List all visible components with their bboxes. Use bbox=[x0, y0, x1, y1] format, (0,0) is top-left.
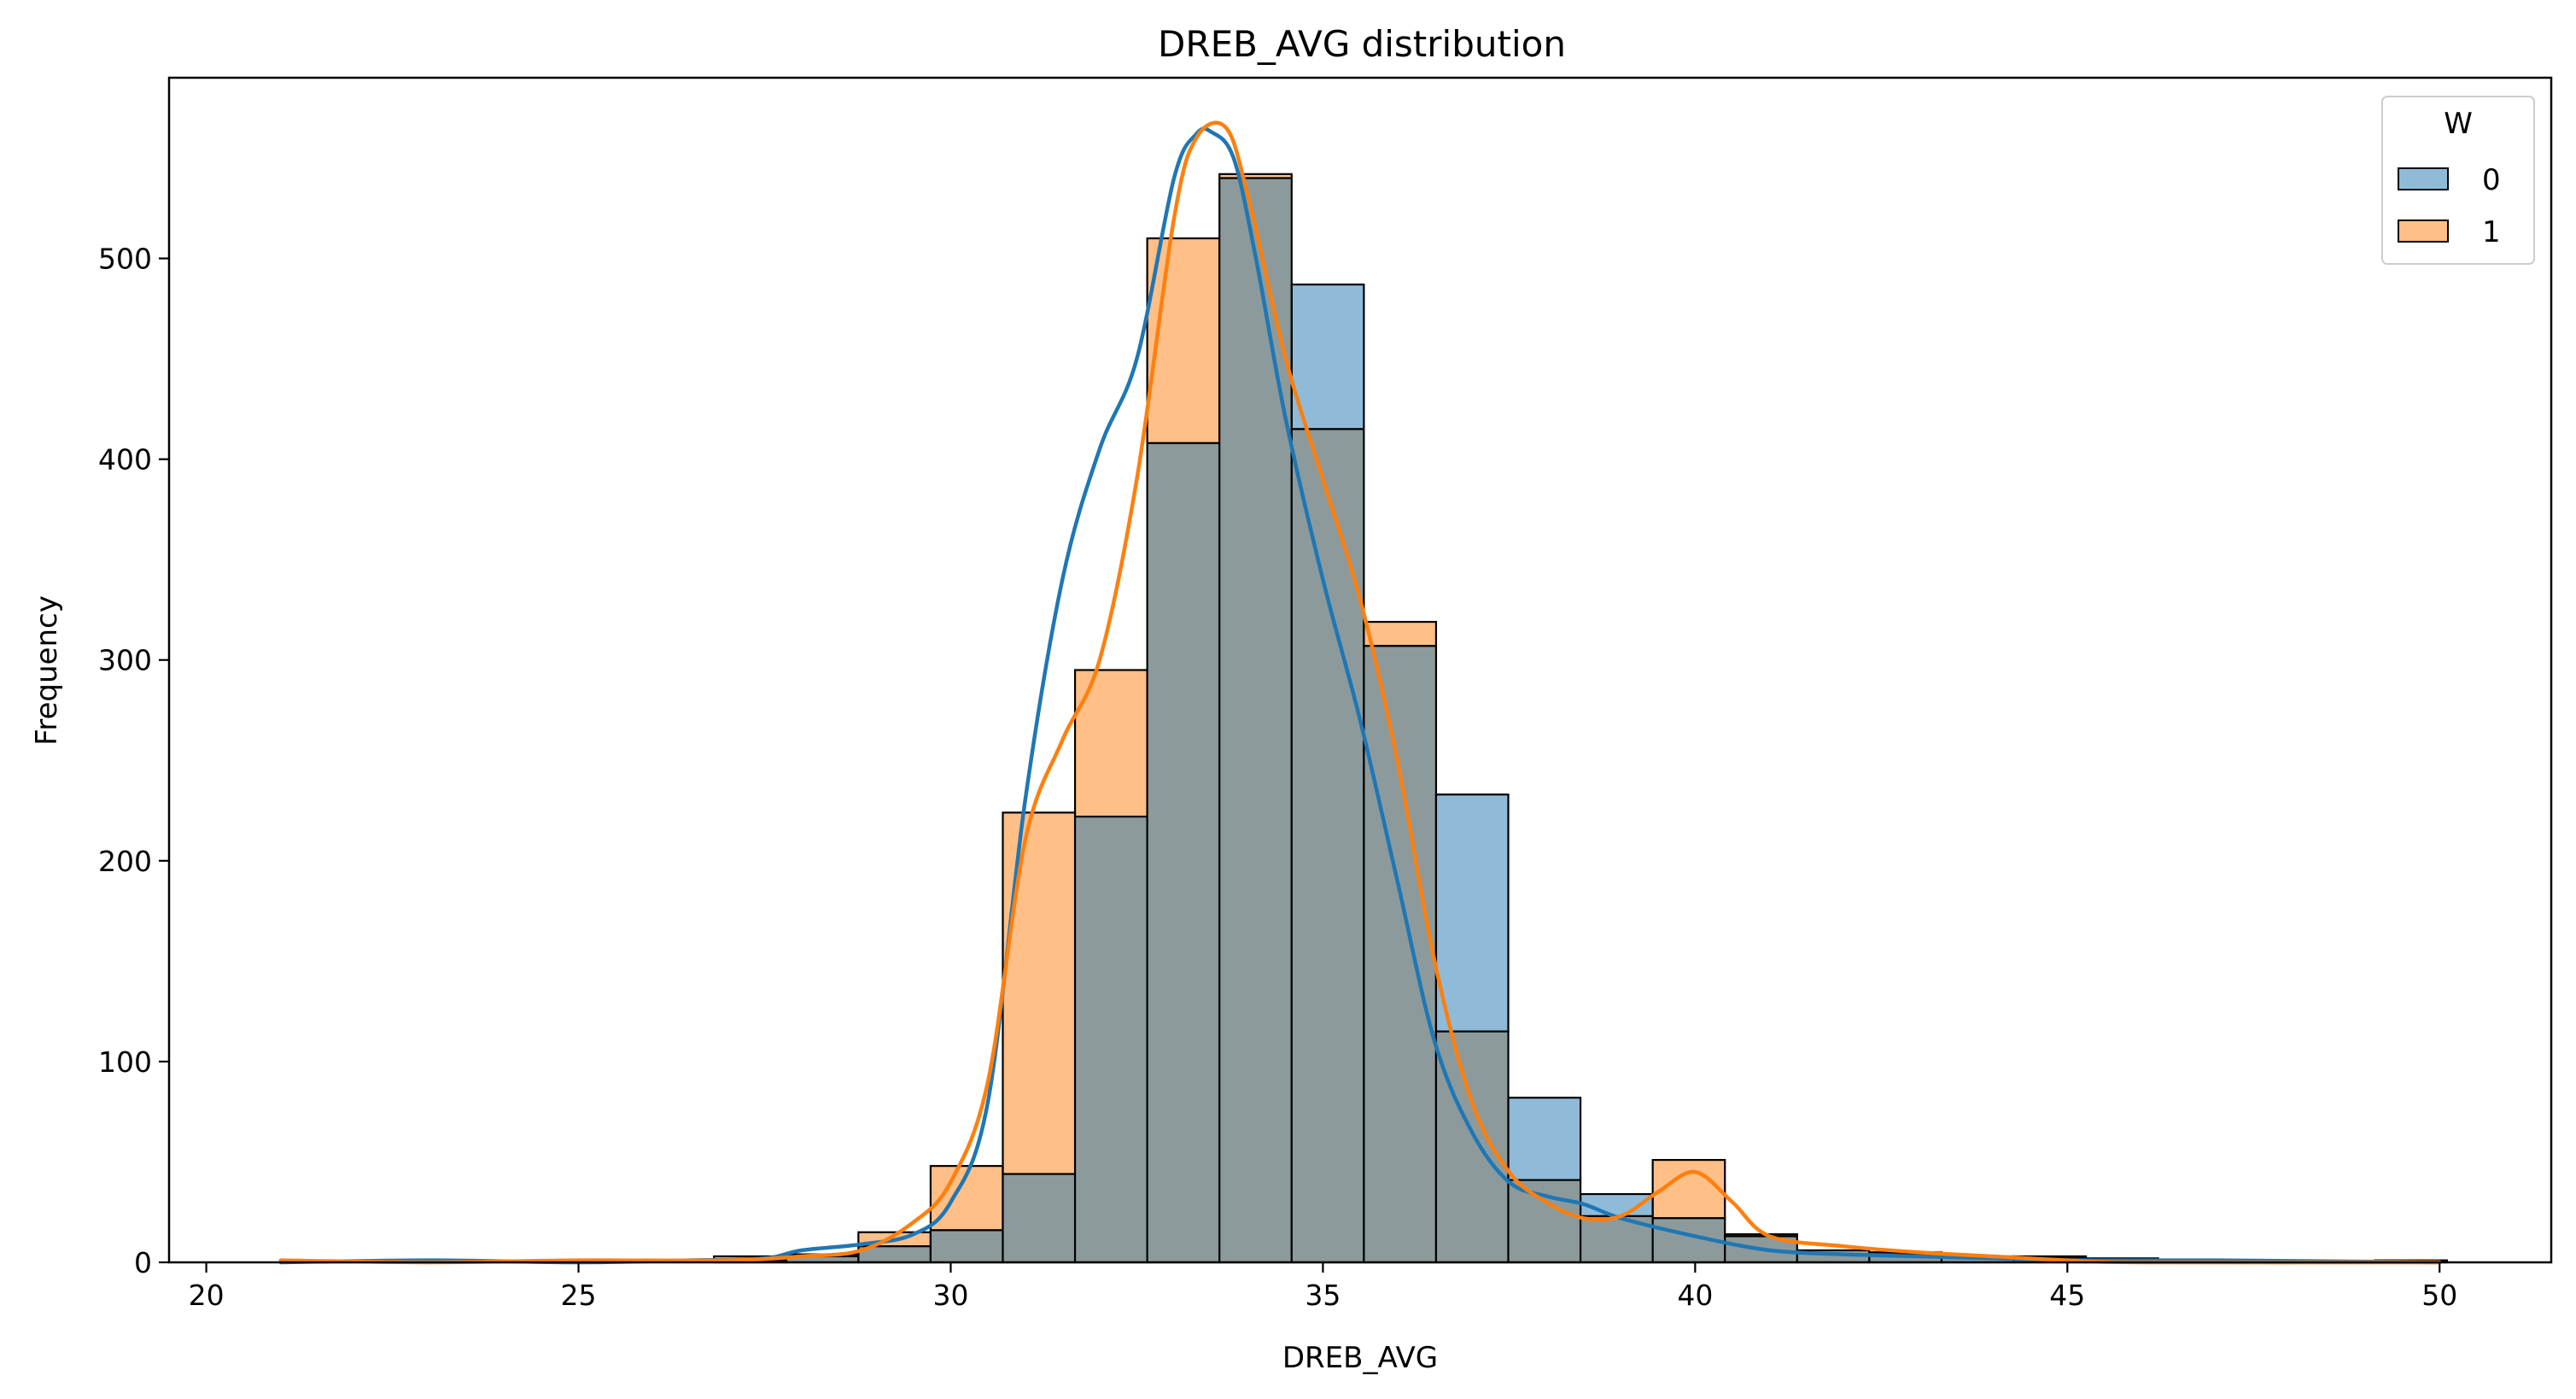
histogram-bar-excess-14 bbox=[1290, 284, 1365, 430]
histogram-bar-overlap-15 bbox=[1363, 645, 1438, 1264]
histogram-bar-overlap-17 bbox=[1507, 1179, 1582, 1264]
x-tick-label-40: 40 bbox=[1677, 1279, 1713, 1312]
y-axis-label: Frequency bbox=[30, 595, 64, 746]
histogram-bar-overlap-9 bbox=[929, 1229, 1004, 1264]
legend-swatch-0 bbox=[2398, 167, 2449, 190]
x-axis: 20 25 30 35 40 45 50 bbox=[189, 1262, 2457, 1312]
legend-label-0: 0 bbox=[2482, 163, 2501, 197]
histogram-bar-overlap-11 bbox=[1073, 816, 1148, 1264]
histogram-bar-overlap-16 bbox=[1434, 1030, 1510, 1264]
x-tick-label-30: 30 bbox=[932, 1279, 968, 1312]
plot-frame bbox=[167, 76, 2553, 1264]
y-tick-label-100: 100 bbox=[98, 1045, 152, 1079]
y-axis: 0 100 200 300 400 500 bbox=[98, 243, 169, 1279]
histogram-bar-excess-10 bbox=[1002, 811, 1077, 1175]
kde-layer bbox=[278, 120, 2442, 1265]
bars-layer bbox=[279, 173, 2449, 1264]
legend-label-1: 1 bbox=[2482, 215, 2501, 249]
y-tick-label-200: 200 bbox=[98, 845, 152, 878]
histogram-bar-excess-16 bbox=[1434, 793, 1510, 1033]
x-axis-label: DREB_AVG bbox=[1282, 1341, 1438, 1375]
histogram-bar-overlap-10 bbox=[1002, 1173, 1077, 1264]
legend[interactable]: W 0 1 bbox=[2381, 96, 2535, 265]
x-tick-label-25: 25 bbox=[561, 1279, 597, 1312]
x-tick-label-35: 35 bbox=[1305, 1279, 1341, 1312]
histogram-bar-excess-15 bbox=[1363, 620, 1438, 647]
x-tick-label-45: 45 bbox=[2049, 1279, 2085, 1312]
x-tick-label-50: 50 bbox=[2421, 1279, 2457, 1312]
x-tick-label-20: 20 bbox=[189, 1279, 225, 1312]
y-tick-label-300: 300 bbox=[98, 644, 152, 677]
chart-title: DREB_AVG distribution bbox=[1158, 23, 1566, 65]
histogram-bar-overlap-12 bbox=[1146, 442, 1221, 1264]
histogram-bar-overlap-14 bbox=[1290, 428, 1365, 1264]
y-tick-label-400: 400 bbox=[98, 443, 152, 477]
kde-line-1 bbox=[278, 120, 2442, 1265]
kde-line-0 bbox=[278, 126, 2442, 1265]
histogram-bar-excess-17 bbox=[1507, 1097, 1582, 1181]
legend-swatch-1 bbox=[2398, 220, 2449, 243]
legend-title: W bbox=[2444, 107, 2473, 141]
y-tick-label-500: 500 bbox=[98, 243, 152, 276]
y-tick-label-0: 0 bbox=[134, 1246, 152, 1279]
